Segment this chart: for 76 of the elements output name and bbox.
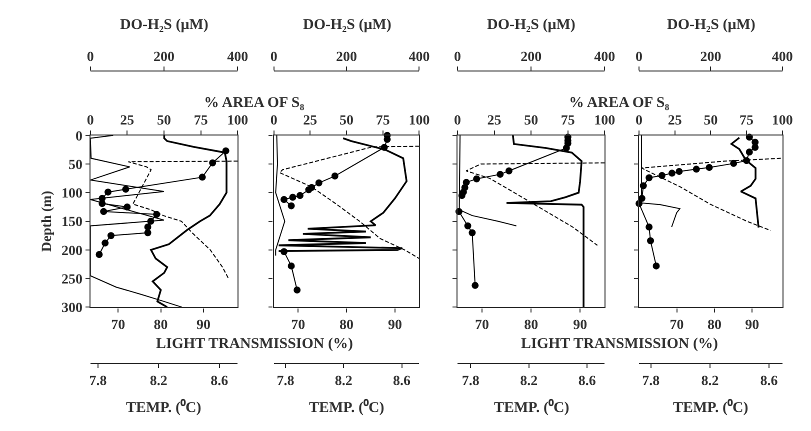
x-tick-label: 90 (573, 318, 588, 334)
x-axis-title: LIGHT TRANSMISSION (%) (521, 336, 718, 352)
y-axis-title: Depth (m) (40, 190, 56, 252)
y-tick-label: 100 (61, 186, 82, 202)
x2-tick-label: 100 (408, 114, 430, 129)
x2-tick-label: 0 (86, 114, 94, 129)
x-tick-label: 80 (707, 318, 722, 334)
x2-tick-label: 25 (120, 114, 134, 129)
x2-tick-label: 200 (700, 50, 722, 65)
x-axis-title: TEMP. (⁰C) (673, 398, 748, 416)
x2-tick-label: 50 (704, 114, 718, 129)
x2-tick-label: 400 (227, 50, 248, 65)
x-tick-label: 7.8 (462, 374, 480, 390)
x-tick-label: 8.2 (150, 374, 168, 390)
x2-tick-label: 0 (270, 114, 278, 129)
x2-axis-title: % AREA OF S₈ (204, 95, 305, 111)
y-tick-label: 200 (61, 244, 82, 259)
x-tick-label: 80 (524, 318, 538, 334)
x2-axis-title: % AREA OF S₈ (569, 95, 670, 111)
x-tick-label: 8.2 (334, 374, 352, 390)
x-tick-label: 90 (745, 318, 760, 334)
x-tick-label: 70 (670, 318, 684, 334)
x-tick-label: 80 (154, 318, 168, 334)
x2-tick-label: 0 (454, 114, 461, 129)
x-tick-label: 7.8 (276, 374, 294, 390)
x-tick-label: 70 (111, 318, 126, 334)
x-axis-title: TEMP. (⁰C) (309, 398, 384, 416)
x-tick-label: 8.2 (520, 374, 538, 390)
x2-tick-label: 50 (156, 114, 171, 129)
x2-tick-label: 25 (487, 114, 502, 129)
x-tick-label: 80 (340, 318, 354, 334)
x2-tick-label: 75 (560, 114, 575, 129)
x2-axis-title: DO-H₂S (μM) (667, 17, 756, 33)
x2-tick-label: 0 (636, 114, 643, 129)
x2-tick-label: 100 (772, 114, 793, 129)
x2-tick-label: 400 (594, 50, 616, 65)
x2-axis-title: DO-H₂S (μM) (120, 17, 208, 33)
x2-tick-label: 25 (668, 114, 682, 129)
x2-tick-label: 400 (772, 50, 793, 65)
y-tick-label: 150 (61, 215, 82, 230)
x2-axis-title: DO-H₂S (μM) (487, 17, 576, 33)
x2-tick-label: 75 (376, 114, 390, 129)
x-axis-title: TEMP. (⁰C) (494, 398, 570, 416)
x-tick-label: 90 (388, 318, 402, 334)
x-tick-label: 8.6 (210, 374, 228, 390)
x-axis-title: LIGHT TRANSMISSION (%) (156, 336, 353, 352)
x2-tick-label: 50 (524, 114, 538, 129)
x-tick-label: 90 (196, 318, 210, 334)
x-tick-label: 7.8 (642, 374, 660, 390)
x-tick-label: 7.8 (89, 374, 107, 390)
x2-tick-label: 0 (636, 50, 643, 65)
x2-tick-label: 0 (270, 50, 278, 65)
x2-tick-label: 50 (340, 114, 354, 129)
x2-tick-label: 200 (153, 50, 174, 65)
x-tick-label: 8.6 (393, 374, 411, 390)
x2-tick-label: 75 (194, 114, 208, 129)
x2-tick-label: 25 (303, 114, 318, 129)
y-tick-label: 50 (68, 158, 82, 173)
x-tick-label: 70 (475, 318, 490, 334)
x2-tick-label: 75 (740, 114, 754, 129)
y-tick-label: 250 (61, 272, 82, 288)
x-tick-label: 8.6 (760, 374, 778, 390)
x2-tick-label: 200 (520, 50, 542, 65)
x2-axis-title: DO-H₂S (μM) (303, 17, 392, 33)
x2-tick-label: 400 (408, 50, 430, 65)
x2-tick-label: 200 (336, 50, 358, 65)
x2-tick-label: 100 (227, 114, 248, 129)
x2-tick-label: 100 (594, 114, 616, 129)
x-tick-label: 8.6 (578, 374, 596, 390)
x-tick-label: 70 (291, 318, 306, 334)
y-tick-label: 300 (61, 301, 82, 316)
x2-tick-label: 0 (454, 50, 461, 65)
x2-tick-label: 0 (86, 50, 94, 65)
x-axis-title: TEMP. (⁰C) (126, 398, 202, 416)
y-tick-label: 0 (75, 129, 82, 144)
x-tick-label: 8.2 (701, 374, 719, 390)
